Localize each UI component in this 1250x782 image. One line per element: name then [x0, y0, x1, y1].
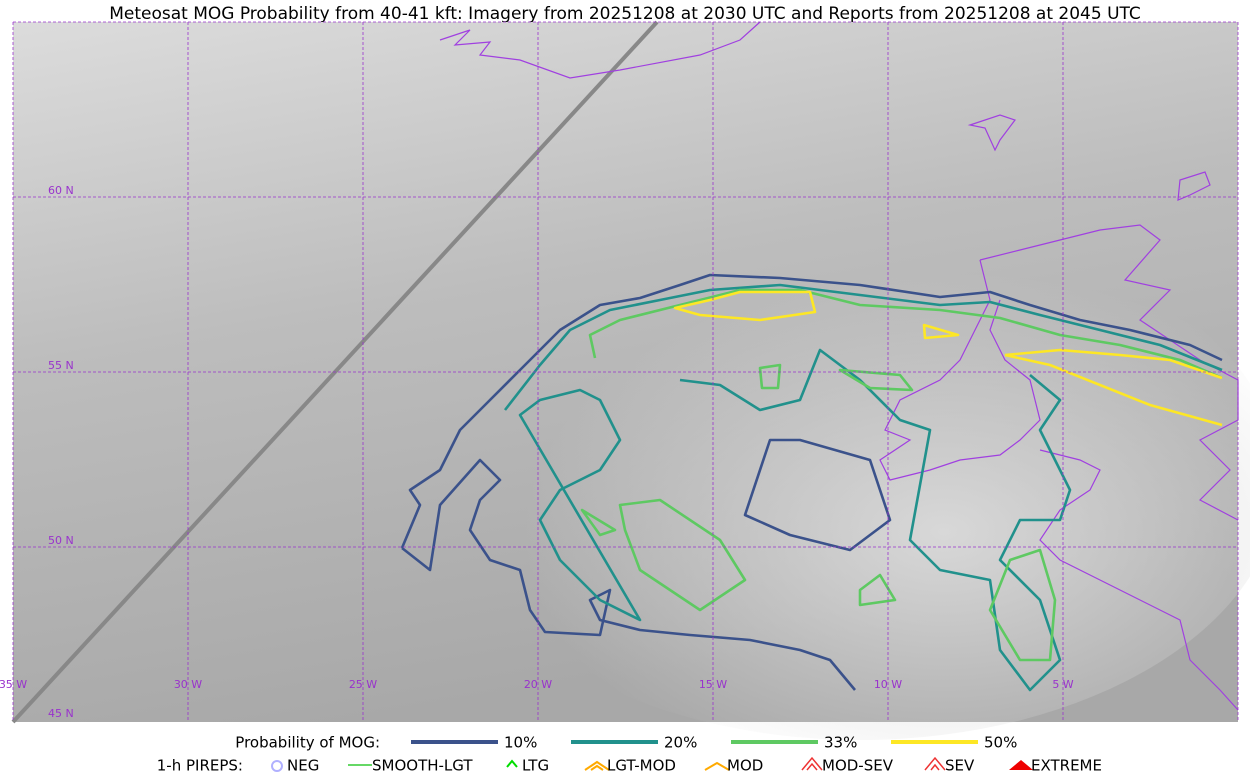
legend-entry: 10%	[504, 734, 537, 752]
legend-entry: SMOOTH-LGT	[372, 757, 473, 775]
legend-entry: 20%	[664, 734, 697, 752]
longitude-label: 10 W	[874, 678, 902, 691]
coastline	[439, 21, 1239, 711]
latitude-label: 45 N	[48, 707, 74, 720]
legend: Probability of MOG: 10% 20% 33% 50% 1-h PIREP…	[157, 734, 1102, 775]
legend-entry: LTG	[522, 757, 549, 775]
legend-icon	[506, 759, 518, 768]
latitude-label: 55 N	[48, 359, 74, 372]
contour-33	[580, 288, 1223, 662]
legend-icon	[801, 756, 823, 771]
map: 60 N 55 N 50 N 45 N 35 W 30 W 25 W 20 W 15 W 10 W…	[0, 20, 1250, 740]
longitude-label: 35 W	[0, 678, 27, 691]
contour-50	[673, 290, 1223, 427]
legend-entry: MOD	[727, 757, 763, 775]
title: Meteosat MOG Probability from 40-41 kft:…	[109, 4, 1141, 24]
legend-entry: EXTREME	[1031, 757, 1102, 775]
legend-icon	[271, 760, 283, 772]
contours	[400, 273, 1223, 692]
latitude-label: 60 N	[48, 184, 74, 197]
legend-entry: 50%	[984, 734, 1017, 752]
cloud	[440, 220, 1250, 740]
legend-icon	[924, 756, 946, 771]
legend-label: Probability of MOG:	[235, 734, 380, 752]
longitude-label: 15 W	[699, 678, 727, 691]
legend-entry: 33%	[824, 734, 857, 752]
graticule: 60 N 55 N 50 N 45 N 35 W 30 W 25 W 20 W 15 W 10 W…	[0, 21, 1239, 722]
legend-icon	[704, 761, 730, 771]
latitude-label: 50 N	[48, 534, 74, 547]
legend-entry: MOD-SEV	[822, 757, 894, 775]
contour-20	[503, 283, 1223, 692]
longitude-label: 20 W	[524, 678, 552, 691]
longitude-label: 5 W	[1052, 678, 1073, 691]
legend-label: 1-h PIREPS:	[157, 757, 243, 775]
legend-entry: LGT-MOD	[607, 757, 676, 775]
longitude-label: 25 W	[349, 678, 377, 691]
legend-icon	[584, 760, 610, 771]
legend-entry: SEV	[945, 757, 975, 775]
legend-icon	[1009, 760, 1033, 770]
legend-entry: NEG	[287, 757, 319, 775]
longitude-label: 30 W	[174, 678, 202, 691]
